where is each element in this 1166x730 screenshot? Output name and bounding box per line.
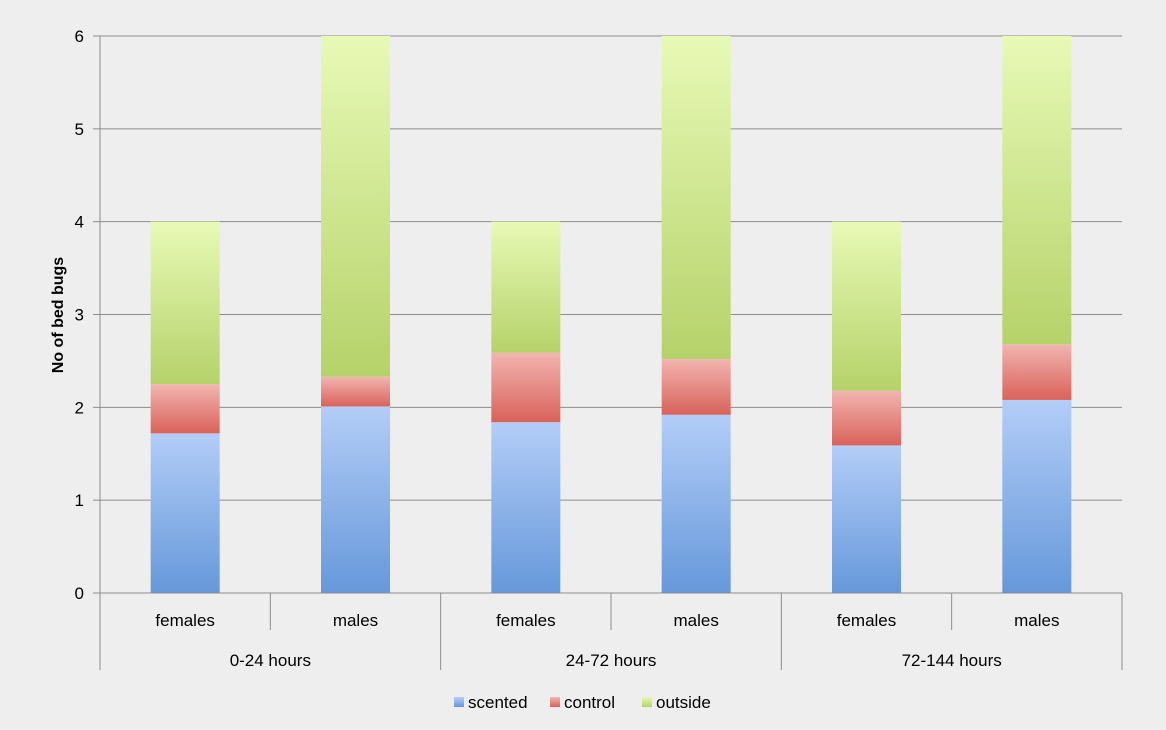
x-category-label: females xyxy=(155,611,215,630)
y-tick-label: 3 xyxy=(75,306,84,325)
bar-scented xyxy=(661,414,731,593)
bar-control xyxy=(150,384,220,434)
bars xyxy=(150,36,1072,593)
bar-scented xyxy=(150,433,220,593)
bar-outside xyxy=(661,36,731,360)
y-tick-label: 0 xyxy=(75,584,84,603)
bar-outside xyxy=(1002,36,1072,345)
bar-outside xyxy=(491,221,561,353)
bar-outside xyxy=(321,36,390,377)
x-group-label: 0-24 hours xyxy=(230,651,311,670)
x-category-label: males xyxy=(333,611,378,630)
y-tick-label: 5 xyxy=(75,120,84,139)
legend-swatch xyxy=(550,697,560,707)
x-group-label: 72-144 hours xyxy=(902,651,1002,670)
x-category-label: females xyxy=(837,611,897,630)
y-tick-label: 1 xyxy=(75,491,84,510)
y-tick-label: 4 xyxy=(75,213,84,232)
bar-scented xyxy=(491,422,561,593)
legend-label: scented xyxy=(468,693,528,712)
x-category-label: males xyxy=(1014,611,1059,630)
legend-swatch xyxy=(642,697,652,707)
legend-swatch xyxy=(454,697,464,707)
x-category-label: males xyxy=(673,611,718,630)
x-group-label: 24-72 hours xyxy=(566,651,657,670)
bar-scented xyxy=(1002,399,1072,593)
bar-control xyxy=(321,376,390,407)
bar-control xyxy=(1002,344,1072,400)
legend-item-outside: outside xyxy=(642,693,711,712)
legend-label: control xyxy=(564,693,615,712)
y-axis-label: No of bed bugs xyxy=(50,257,67,374)
bar-control xyxy=(491,352,561,423)
bar-scented xyxy=(321,406,390,593)
legend-item-scented: scented xyxy=(454,693,528,712)
bar-outside xyxy=(150,221,220,385)
legend-item-control: control xyxy=(550,693,615,712)
x-category-label: females xyxy=(496,611,556,630)
y-tick-label: 2 xyxy=(75,398,84,417)
bar-scented xyxy=(832,445,901,593)
y-tick-label: 6 xyxy=(75,27,84,46)
legend: scented control outside xyxy=(454,693,711,712)
bar-control xyxy=(832,390,901,446)
bar-control xyxy=(661,359,731,415)
bar-outside xyxy=(832,221,901,391)
gridlines xyxy=(100,35,1122,594)
legend-label: outside xyxy=(656,693,711,712)
axes: 0 1 2 3 4 5 6 females males females males females ma… xyxy=(75,27,1123,670)
